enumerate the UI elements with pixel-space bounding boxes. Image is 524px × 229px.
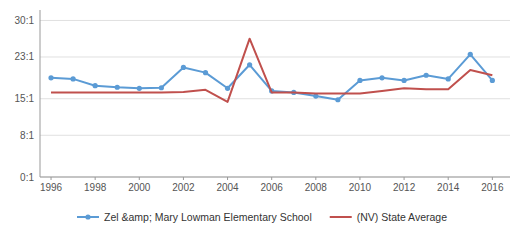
point	[48, 75, 53, 80]
x-tick-label: 2006	[261, 182, 284, 193]
legend: Zel &amp; Mary Lowman Elementary School (…	[77, 211, 447, 223]
y-tick-label: 8:1	[20, 130, 34, 141]
point	[357, 78, 362, 83]
x-tick	[51, 177, 52, 180]
point	[181, 65, 186, 70]
x-tick	[315, 177, 316, 180]
x-tick	[271, 177, 272, 180]
point	[225, 86, 230, 91]
x-tick-label: 2010	[349, 182, 372, 193]
x-tick	[359, 177, 360, 180]
grid-line	[40, 56, 510, 57]
x-tick-label: 1996	[40, 182, 63, 193]
x-tick-label: 1998	[84, 182, 107, 193]
point	[137, 86, 142, 91]
x-tick-label: 2000	[128, 182, 151, 193]
x-tick-label: 2004	[216, 182, 239, 193]
point	[424, 73, 429, 78]
x-tick	[183, 177, 184, 180]
y-tick-label: 30:1	[15, 15, 35, 26]
y-tick-label: 15:1	[15, 93, 35, 104]
point	[115, 85, 120, 90]
x-tick-label: 2012	[393, 182, 416, 193]
legend-item: (NV) State Average	[330, 211, 447, 223]
x-tick	[139, 177, 140, 180]
y-tick-label: 0:1	[20, 172, 34, 183]
chart: 0:1 8:1 15:1 23:1 30:1 1996 1998 2000 2002 2004 20…	[0, 0, 524, 229]
point	[401, 78, 406, 83]
x-tick	[95, 177, 96, 180]
y-axis-line	[40, 10, 41, 177]
x-tick	[492, 177, 493, 180]
legend-swatch	[330, 216, 352, 218]
legend-marker	[85, 214, 90, 219]
point	[70, 76, 75, 81]
x-tick	[227, 177, 228, 180]
point	[93, 83, 98, 88]
point	[490, 78, 495, 83]
x-axis-line	[40, 177, 510, 178]
x-tick	[448, 177, 449, 180]
legend-item: Zel &amp; Mary Lowman Elementary School	[77, 211, 312, 223]
legend-label: (NV) State Average	[357, 211, 447, 223]
legend-label: Zel &amp; Mary Lowman Elementary School	[104, 211, 312, 223]
x-tick-label: 2002	[172, 182, 195, 193]
point	[159, 85, 164, 90]
grid-line	[40, 135, 510, 136]
x-tick-label: 2016	[481, 182, 504, 193]
x-tick-label: 2008	[305, 182, 328, 193]
point	[203, 70, 208, 75]
point	[468, 52, 473, 57]
point	[335, 97, 340, 102]
point	[379, 75, 384, 80]
grid-line	[40, 98, 510, 99]
x-tick-label: 2014	[437, 182, 460, 193]
plot-area	[48, 39, 495, 103]
x-tick	[404, 177, 405, 180]
point	[247, 62, 252, 67]
point	[446, 76, 451, 81]
y-tick-label: 23:1	[15, 51, 35, 62]
series-line	[51, 39, 492, 102]
grid-line	[40, 20, 510, 21]
grid-line	[40, 177, 510, 178]
